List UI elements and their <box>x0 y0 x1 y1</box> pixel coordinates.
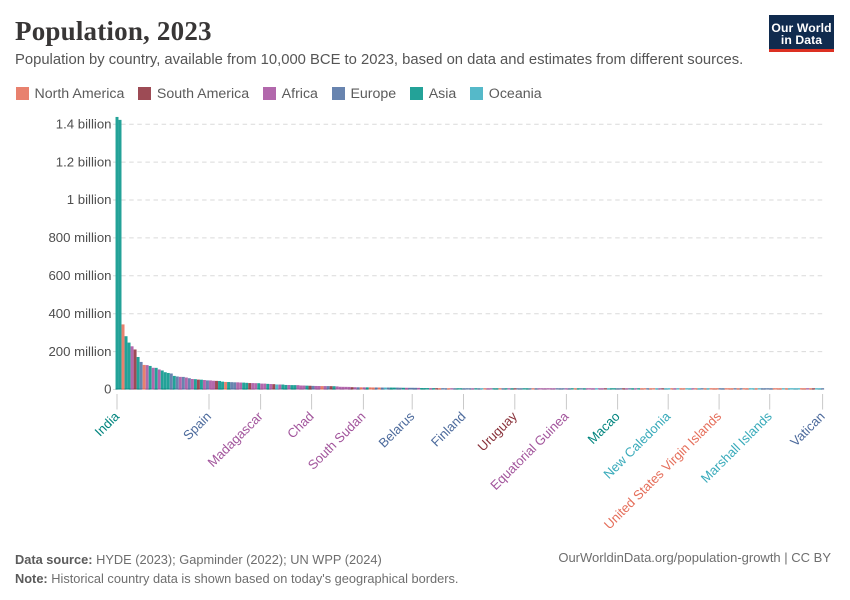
svg-text:Finland: Finland <box>428 409 469 450</box>
svg-text:0: 0 <box>104 382 111 397</box>
svg-text:1 billion: 1 billion <box>67 192 112 207</box>
svg-text:200 million: 200 million <box>48 344 111 359</box>
svg-text:400 million: 400 million <box>48 306 111 321</box>
svg-text:India: India <box>92 408 123 439</box>
svg-text:Spain: Spain <box>180 409 214 443</box>
svg-text:800 million: 800 million <box>48 230 111 245</box>
svg-text:Belarus: Belarus <box>376 408 418 450</box>
svg-text:1.4 billion: 1.4 billion <box>56 116 112 131</box>
svg-text:Uruguay: Uruguay <box>475 408 521 454</box>
svg-text:Macao: Macao <box>585 409 623 447</box>
svg-text:600 million: 600 million <box>48 268 111 283</box>
svg-text:Vatican: Vatican <box>787 409 828 450</box>
svg-text:Chad: Chad <box>284 409 317 442</box>
svg-text:1.2 billion: 1.2 billion <box>56 154 112 169</box>
svg-text:Madagascar: Madagascar <box>205 408 267 470</box>
